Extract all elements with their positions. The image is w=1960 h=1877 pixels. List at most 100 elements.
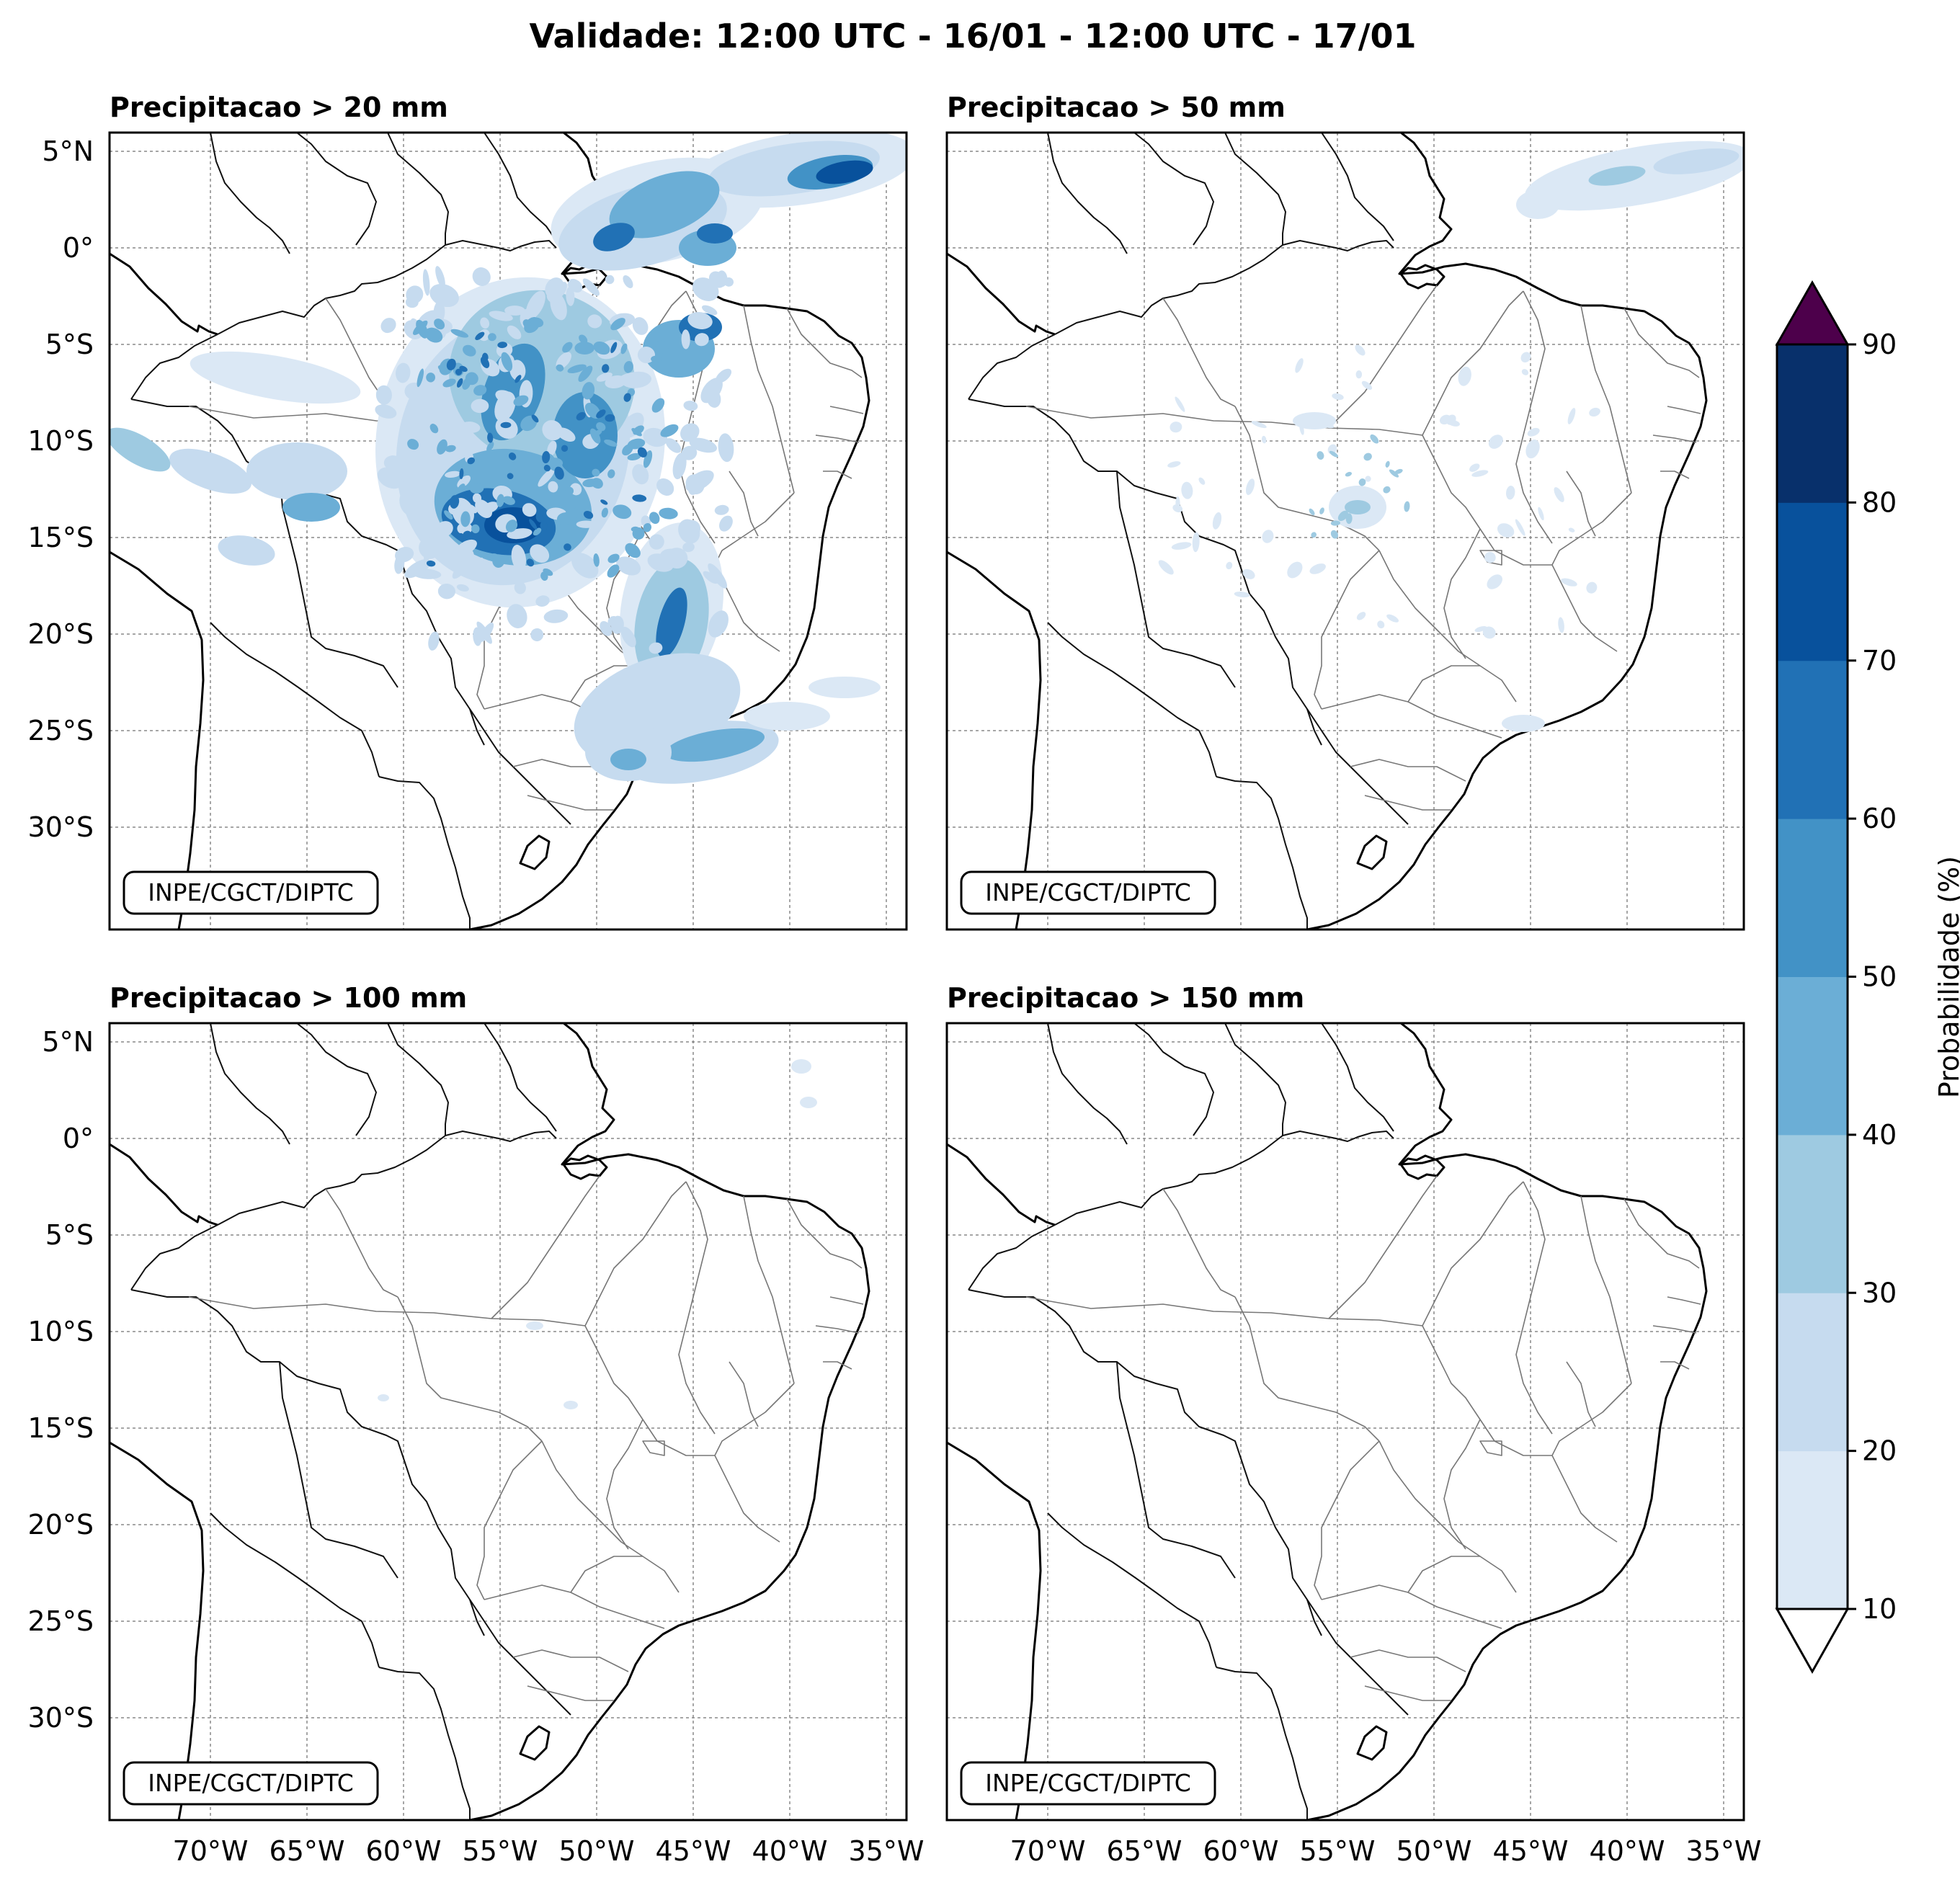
probability-area [1181, 481, 1193, 499]
probability-area [602, 364, 610, 373]
probability-area [542, 420, 563, 441]
probability-area [1404, 501, 1410, 512]
probability-area [576, 411, 586, 421]
probability-area [478, 557, 486, 581]
lat-tick-label: 0° [63, 1123, 94, 1154]
probability-area [375, 385, 392, 405]
probability-area [459, 365, 468, 373]
probability-area [632, 317, 649, 335]
probability-area [564, 543, 571, 551]
probability-area [649, 534, 664, 550]
probability-area [682, 542, 695, 553]
probability-area [703, 571, 718, 584]
probability-area [1309, 563, 1326, 574]
lon-tick-label: 70°W [173, 1835, 249, 1867]
probability-area [380, 318, 396, 334]
probability-area [511, 545, 527, 571]
probability-area [450, 329, 469, 338]
probability-area [1172, 504, 1183, 513]
probability-area [565, 486, 574, 496]
probability-area [1234, 592, 1250, 598]
probability-area [672, 452, 687, 480]
probability-area [610, 615, 624, 634]
probability-area [507, 566, 525, 580]
colorbar-segment [1777, 1293, 1848, 1452]
probability-area [612, 473, 623, 488]
probability-area [475, 499, 493, 519]
probability-area [412, 422, 427, 435]
probability-area [1192, 532, 1200, 553]
colorbar-segment [1777, 819, 1848, 977]
probability-area [457, 475, 471, 489]
probability-area [627, 452, 641, 461]
probability-area [643, 523, 652, 532]
probability-area [1558, 617, 1564, 633]
lon-tick-label: 40°W [1590, 1835, 1665, 1867]
colorbar-over-triangle [1775, 280, 1850, 346]
probability-area [1309, 508, 1315, 516]
probability-area [508, 452, 517, 460]
probability-area [582, 278, 600, 296]
probability-area [566, 286, 575, 306]
lat-tick-label: 15°S [28, 522, 94, 553]
probability-area [435, 521, 453, 538]
probability-area [496, 494, 504, 507]
probability-area [378, 1394, 389, 1401]
probability-area [583, 510, 594, 520]
colorbar-tick-label: 80 [1862, 486, 1897, 518]
probability-area [1469, 463, 1480, 472]
lon-tick-label: 60°W [366, 1835, 442, 1867]
probability-area [554, 466, 564, 480]
probability-area [1311, 532, 1317, 538]
colorbar-under-triangle [1775, 1608, 1850, 1675]
probability-area [1368, 515, 1376, 521]
probability-area [622, 444, 633, 456]
lon-tick-label: 55°W [1300, 1835, 1376, 1867]
svg-text:INPE/CGCT/DIPTC: INPE/CGCT/DIPTC [985, 878, 1191, 906]
probability-area [422, 269, 430, 296]
probability-area [1251, 421, 1267, 429]
probability-area [435, 266, 445, 288]
probability-area [513, 395, 529, 406]
probability-area [610, 342, 618, 354]
probability-area [444, 510, 453, 520]
probability-area [1515, 519, 1525, 536]
probability-area [637, 447, 648, 458]
probability-area [1226, 561, 1233, 570]
panel-title: Precipitacao > 150 mm [947, 982, 1304, 1014]
lon-tick-labels-right: 70°W 65°W 60°W 55°W 50°W 45°W 40°W 35°W [1010, 1835, 1762, 1867]
lat-tick-label: 30°S [28, 811, 94, 843]
colorbar-segment [1777, 502, 1848, 661]
probability-area [545, 277, 564, 298]
probability-area [1261, 435, 1267, 444]
probability-area [476, 621, 492, 644]
lon-tick-label: 35°W [1686, 1835, 1762, 1867]
probability-area [1474, 626, 1487, 633]
probability-area [530, 544, 550, 563]
probability-area [437, 439, 447, 455]
probability-area [564, 1401, 578, 1409]
lat-tick-label: 5°S [45, 329, 94, 360]
probability-area [531, 317, 544, 328]
probability-area [394, 553, 405, 574]
probability-area [543, 609, 569, 623]
probability-area [514, 375, 522, 383]
probability-area [1527, 427, 1540, 437]
lat-tick-labels-top: 5°N 0° 5°S 10°S 15°S 20°S 25°S 30°S [28, 135, 94, 843]
probability-area [604, 439, 618, 447]
probability-area [488, 333, 496, 342]
probability-area [428, 631, 440, 651]
lat-tick-label: 0° [63, 232, 94, 264]
probability-area [1358, 478, 1366, 486]
colorbar: 10 20 30 40 50 60 70 80 90 Probabilidade (%) [1775, 280, 1960, 1675]
probability-area [424, 327, 443, 343]
probability-area [607, 564, 620, 578]
probability-area [587, 314, 602, 329]
lat-tick-label: 20°S [28, 1509, 94, 1541]
probability-area [610, 749, 646, 770]
lat-tick-label: 10°S [28, 425, 94, 457]
probability-area [471, 524, 480, 534]
probability-area [416, 368, 424, 388]
probability-area [1521, 369, 1529, 375]
lat-tick-label: 5°N [42, 1026, 94, 1058]
